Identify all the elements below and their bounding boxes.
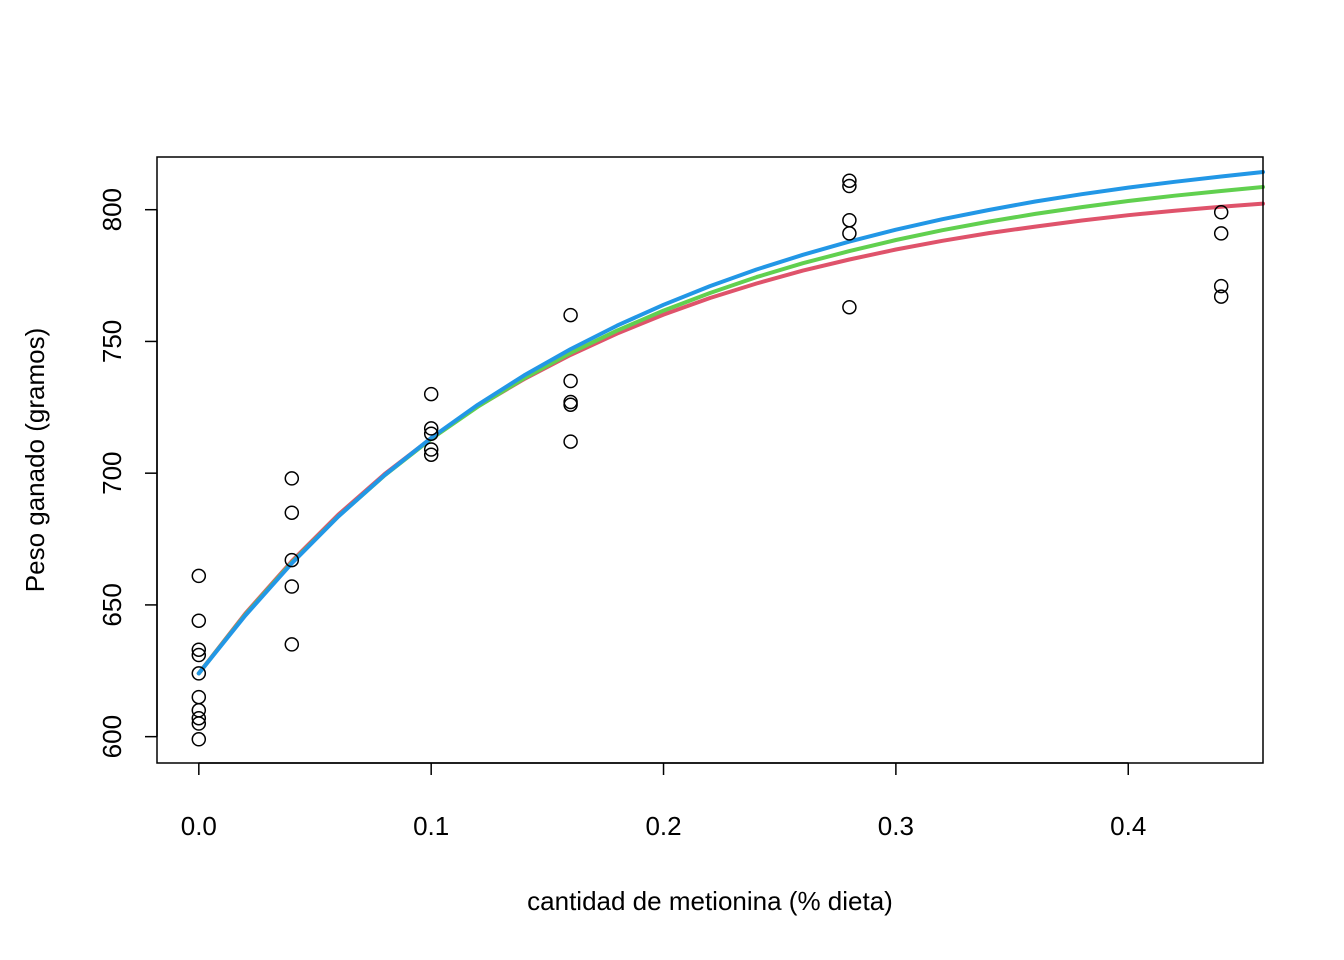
y-axis-label: Peso ganado (gramos) [20,328,50,592]
x-tick-label: 0.2 [645,811,681,841]
y-tick-label: 650 [97,583,127,626]
y-tick-label: 800 [97,188,127,231]
x-tick-label: 0.4 [1110,811,1146,841]
x-tick-label: 0.1 [413,811,449,841]
x-tick-label: 0.0 [181,811,217,841]
y-tick-label: 600 [97,715,127,758]
y-tick-label: 700 [97,451,127,494]
x-tick-label: 0.3 [878,811,914,841]
x-axis-label: cantidad de metionina (% dieta) [527,886,893,916]
y-tick-label: 750 [97,320,127,363]
